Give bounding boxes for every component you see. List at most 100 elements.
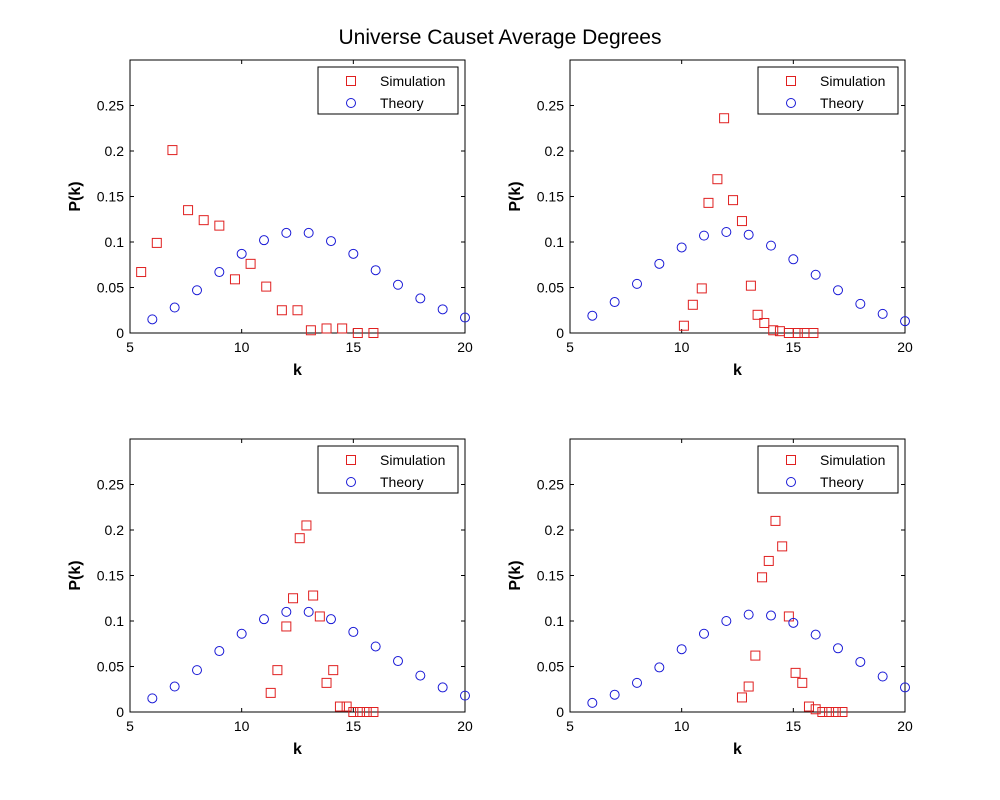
x-axis-label: k [293, 362, 302, 379]
theory-point [415, 293, 426, 304]
theory-point [743, 229, 754, 240]
y-tick-label: 0 [116, 325, 124, 341]
x-tick-label: 20 [897, 718, 913, 734]
y-tick-label: 0.25 [537, 477, 564, 493]
legend-label: Simulation [820, 73, 885, 89]
simulation-point [136, 267, 147, 278]
simulation-point [719, 113, 730, 124]
simulation-point [736, 216, 747, 227]
theory-point [236, 248, 247, 259]
theory-point [348, 248, 359, 259]
simulation-point [305, 325, 316, 336]
theory-point [214, 646, 225, 657]
subplot-3: 5 10 15 20 0 0.05 0.1 0.15 0.2 0.25 k P(k) Simulatio… [67, 438, 473, 758]
x-tick-label: 20 [457, 339, 473, 355]
x-tick-label: 20 [897, 339, 913, 355]
theory-point [699, 230, 709, 241]
x-tick-label: 5 [566, 339, 574, 355]
theory-point [788, 254, 799, 265]
simulation-point [288, 593, 299, 604]
legend-marker-simulation [346, 76, 356, 86]
simulation-point [314, 611, 325, 622]
simulation-point [355, 707, 366, 717]
theory-point [169, 302, 180, 313]
simulation-point [817, 707, 828, 717]
theory-point [877, 671, 888, 682]
simulation-point [757, 572, 768, 583]
theory-point [393, 279, 403, 290]
simulation-point [245, 258, 256, 269]
simulation-point [183, 205, 194, 216]
theory-point [810, 629, 821, 640]
simulation-point [797, 677, 808, 688]
y-tick-label: 0.2 [105, 522, 125, 538]
x-axis-label: k [733, 362, 742, 379]
y-tick-label: 0.15 [537, 568, 564, 584]
legend-box [317, 445, 459, 494]
legend-label: Simulation [380, 73, 445, 89]
theory-point [632, 278, 642, 289]
simulation-point [276, 305, 287, 316]
simulation-point [803, 701, 814, 712]
y-tick-label: 0.1 [105, 234, 125, 250]
theory-point [437, 304, 448, 315]
simulation-point [687, 299, 698, 310]
simulation-point [808, 328, 819, 338]
theory-point [833, 643, 843, 654]
y-tick-label: 0.05 [537, 659, 564, 675]
y-tick-label: 0.25 [97, 98, 124, 114]
theory-point [147, 693, 158, 704]
theory-point [169, 681, 180, 692]
simulation-point [294, 533, 305, 544]
simulation-point [750, 650, 761, 661]
simulation-point [703, 197, 714, 208]
legend-marker-simulation [786, 455, 796, 465]
theory-point [810, 269, 821, 280]
simulation-point [321, 323, 332, 334]
legend-label: Simulation [380, 452, 445, 468]
legend-marker-simulation [346, 455, 356, 465]
theory-point [900, 682, 910, 693]
theory-point [743, 609, 754, 620]
theory-point [766, 610, 776, 621]
simulation-point [777, 541, 788, 552]
y-tick-label: 0.1 [105, 613, 125, 629]
x-axis-label: k [733, 741, 742, 758]
figure-title: Universe Causet Average Degrees [338, 26, 662, 49]
legend-label: Theory [820, 95, 864, 111]
theory-point [587, 310, 598, 321]
simulation-point [837, 707, 848, 717]
y-tick-label: 0.15 [97, 189, 124, 205]
simulation-point [337, 323, 348, 334]
y-tick-label: 0.2 [105, 143, 125, 159]
x-tick-label: 15 [786, 339, 802, 355]
legend-marker-theory [346, 477, 356, 487]
y-axis-label: P(k) [67, 181, 84, 211]
theory-point [326, 236, 336, 247]
simulation-point [301, 520, 312, 531]
x-tick-label: 5 [126, 718, 134, 734]
theory-point [654, 258, 665, 269]
theory-point [699, 628, 709, 639]
x-axis-label: k [293, 741, 302, 758]
theory-point [721, 226, 732, 237]
theory-point [437, 682, 448, 693]
theory-point [370, 641, 381, 652]
y-tick-label: 0 [556, 325, 564, 341]
simulation-point [736, 692, 747, 703]
subplot-1: 5 10 15 20 0 0.05 0.1 0.15 0.2 0.25 k P(k) Simulatio… [67, 59, 473, 379]
simulation-point [151, 237, 162, 248]
y-tick-label: 0.2 [545, 522, 565, 538]
legend: Simulation Theory [757, 66, 899, 115]
theory-point [348, 626, 359, 637]
x-tick-label: 15 [346, 339, 362, 355]
simulation-point [830, 707, 841, 717]
simulation-point [198, 215, 209, 226]
simulation-point [728, 195, 739, 206]
simulation-point [321, 677, 332, 688]
simulation-point [792, 328, 803, 338]
theory-point [788, 617, 799, 628]
simulation-point [348, 707, 359, 717]
